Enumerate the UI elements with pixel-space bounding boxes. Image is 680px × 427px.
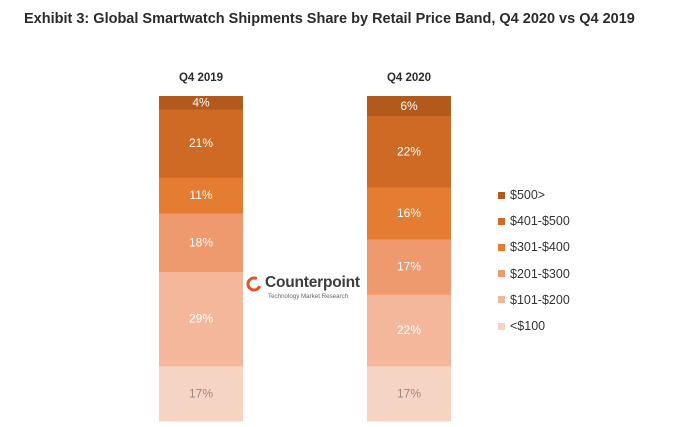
legend-label: $500> xyxy=(510,188,546,203)
bar-value-label: 29% xyxy=(189,312,213,326)
legend-swatch xyxy=(498,296,505,304)
bar-segment xyxy=(159,271,243,367)
bar-value-label: 17% xyxy=(397,386,421,400)
bar-segment xyxy=(367,96,451,116)
bar-value-label: 21% xyxy=(189,136,213,150)
legend-swatch xyxy=(498,270,505,278)
legend-item: $500> xyxy=(498,182,618,208)
legend-swatch xyxy=(498,322,505,330)
legend-item: $101-$200 xyxy=(498,287,618,313)
category-labels-group: Q4 2019 Q4 2020 xyxy=(179,72,431,84)
bar-value-label: 22% xyxy=(397,144,421,158)
bar-segment xyxy=(159,365,243,422)
legend-label: <$100 xyxy=(510,319,546,334)
bar-segment xyxy=(159,109,243,178)
legend-label: $401-$500 xyxy=(510,214,570,229)
legend: $500> $401-$500 $301-$400 $201-$300 $101-$20… xyxy=(498,182,618,339)
legend-swatch xyxy=(498,191,505,199)
bar-value-label: 4% xyxy=(192,96,210,110)
legend-item: $401-$500 xyxy=(498,208,618,234)
bars-group xyxy=(159,96,451,422)
counterpoint-logo-tagline: Technology Market Research xyxy=(268,293,349,300)
category-label: Q4 2019 xyxy=(179,72,223,84)
chart-title: Exhibit 3: Global Smartwatch Shipments S… xyxy=(24,11,635,27)
legend-item: $201-$300 xyxy=(498,261,618,287)
bar-segment xyxy=(159,213,243,272)
bar-segment xyxy=(367,365,451,422)
legend-swatch xyxy=(498,243,505,251)
legend-label: $301-$400 xyxy=(510,240,570,255)
bar-value-label: 18% xyxy=(189,235,213,249)
bar-segment xyxy=(367,239,451,295)
legend-item: $301-$400 xyxy=(498,234,618,260)
bar-value-label: 17% xyxy=(189,386,213,400)
legend-swatch xyxy=(498,217,505,225)
counterpoint-logo-icon xyxy=(246,276,262,292)
bar-value-label: 22% xyxy=(397,323,421,337)
bar-value-label: 11% xyxy=(189,188,212,202)
bar-segment xyxy=(367,115,451,188)
legend-label: $201-$300 xyxy=(510,266,570,281)
bar-value-label: 16% xyxy=(397,206,421,220)
bar-segment xyxy=(159,177,243,214)
bar-value-label: 17% xyxy=(397,260,421,274)
counterpoint-logo-name: Counterpoint xyxy=(265,274,360,291)
bar-segment xyxy=(159,96,243,110)
category-label: Q4 2020 xyxy=(387,72,431,84)
bar-labels-group: 17% 29% 18% 11% 21% 4% 17% 22% 17% 16% 22% 6% xyxy=(189,96,421,401)
legend-item: <$100 xyxy=(498,313,618,339)
bar-segment xyxy=(367,187,451,240)
bar-segment xyxy=(367,294,451,367)
bar-value-label: 6% xyxy=(400,99,418,113)
counterpoint-logo: Counterpoint Technology Market Research xyxy=(246,274,362,304)
legend-label: $101-$200 xyxy=(510,292,570,307)
